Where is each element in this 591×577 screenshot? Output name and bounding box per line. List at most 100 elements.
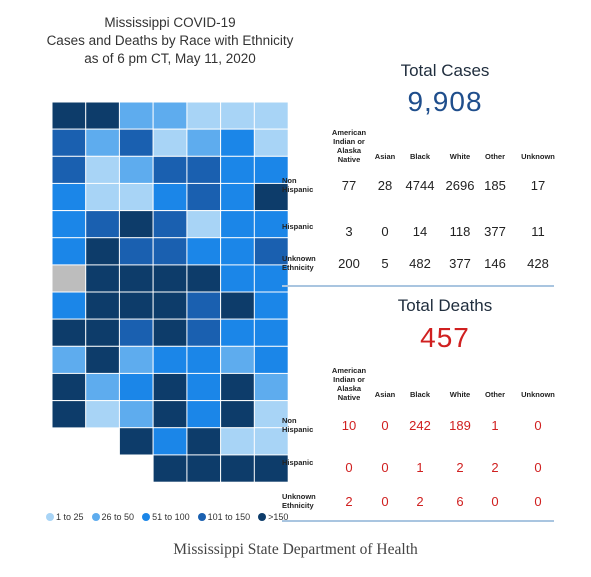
county-shape: [253, 155, 288, 185]
total-cases-title: Total Cases: [400, 61, 490, 80]
county-shape: [220, 155, 256, 185]
county-shape: [253, 102, 288, 130]
table-cell: 28: [377, 178, 393, 193]
county-shape: [186, 427, 222, 456]
column-header: Asian: [374, 152, 396, 161]
county-shape: [220, 372, 256, 402]
legend-item: 26 to 50: [91, 512, 135, 522]
table-cell: 5: [381, 256, 389, 271]
table-cell: 0: [381, 460, 389, 475]
county-shape: [186, 291, 222, 320]
table-cell: 118: [449, 224, 471, 239]
column-header: White: [449, 152, 471, 161]
row-label: Unknown Ethnicity: [282, 492, 316, 510]
county-shape: [152, 210, 188, 239]
county-shape: [152, 291, 188, 320]
footer-credit: Mississippi State Department of Health: [173, 541, 418, 558]
county-shape: [152, 102, 188, 130]
county-shape: [85, 155, 121, 185]
county-shape: [52, 210, 87, 239]
county-shape: [186, 264, 222, 293]
legend-item: >150: [258, 512, 288, 522]
table-cell: 3: [345, 224, 353, 239]
county-shape: [220, 210, 256, 239]
legend-label: 26 to 50: [101, 512, 135, 522]
table-cell: 0: [534, 460, 542, 475]
county-shape: [152, 237, 188, 266]
county-shape: [253, 318, 288, 347]
county-shape: [52, 237, 87, 266]
legend-swatch: [142, 513, 151, 521]
county-shape: [118, 318, 154, 347]
table-cell: 2: [491, 460, 499, 475]
column-header: Asian: [374, 390, 396, 399]
table-cell: 4744: [405, 178, 435, 193]
column-header: American Indian or Alaska Native: [331, 128, 367, 164]
county-shape: [85, 345, 121, 375]
cases-table: American Indian or Alaska Native Asian Bla…: [282, 128, 558, 278]
county-shape: [85, 291, 121, 320]
deaths-divider: [282, 520, 554, 522]
county-shape: [220, 427, 256, 456]
county-shape: [253, 372, 288, 402]
county-shape: [85, 102, 121, 130]
county-shape: [220, 102, 256, 130]
county-shape: [118, 237, 154, 266]
title-line-1: Mississippi COVID-19: [104, 15, 236, 30]
table-cell: 1: [491, 418, 499, 433]
table-cell: 0: [534, 418, 542, 433]
county-shape: [152, 128, 188, 157]
county-shape: [52, 400, 87, 429]
table-cell: 189: [449, 418, 471, 433]
county-shape: [220, 345, 256, 375]
row-label: Unknown Ethnicity: [282, 254, 316, 272]
column-header: Unknown: [521, 390, 555, 399]
county-shape: [52, 182, 87, 212]
county-shape: [52, 155, 87, 185]
county-shape: [186, 454, 222, 482]
table-cell: 242: [409, 418, 431, 433]
county-shape: [118, 345, 154, 375]
county-shape: [52, 128, 87, 157]
county-shape: [118, 128, 154, 157]
county-shape: [152, 264, 188, 293]
cases-divider: [282, 285, 554, 287]
county-shape: [85, 237, 121, 266]
county-shape: [186, 237, 222, 266]
county-shape: [118, 210, 154, 239]
county-shape: [152, 454, 188, 482]
column-header: Other: [484, 390, 505, 399]
table-cell: 2: [345, 494, 353, 509]
county-shape: [118, 291, 154, 320]
total-deaths-value: 457: [420, 322, 470, 353]
county-shape: [118, 400, 154, 429]
county-shape: [52, 372, 87, 402]
column-header: White: [449, 390, 471, 399]
chart-title: Mississippi COVID-19 Cases and Deaths by…: [20, 14, 320, 68]
county-shape: [186, 210, 222, 239]
title-line-3: as of 6 pm CT, May 11, 2020: [84, 51, 256, 66]
row-label: Hispanic: [282, 458, 314, 467]
county-shape: [118, 427, 154, 456]
county-shape: [85, 318, 121, 347]
county-shape: [253, 237, 288, 266]
table-cell: 482: [409, 256, 431, 271]
county-shape: [118, 182, 154, 212]
county-shape: [253, 454, 288, 482]
column-header: Black: [409, 390, 430, 399]
county-shape: [220, 182, 256, 212]
county-shape: [253, 264, 288, 293]
total-cases-value: 9,908: [407, 86, 483, 117]
table-cell: 146: [484, 256, 506, 271]
county-shape: [152, 318, 188, 347]
deaths-table: American Indian or Alaska Native Asian Bla…: [282, 366, 558, 516]
legend-label: >150: [268, 512, 289, 522]
county-shape: [52, 345, 87, 375]
county-shape: [152, 400, 188, 429]
county-shape: [85, 182, 121, 212]
county-shape: [52, 318, 87, 347]
row-label: Non Hispanic: [282, 176, 314, 194]
table-cell: 377: [449, 256, 471, 271]
table-cell: 377: [484, 224, 506, 239]
county-shape: [152, 182, 188, 212]
